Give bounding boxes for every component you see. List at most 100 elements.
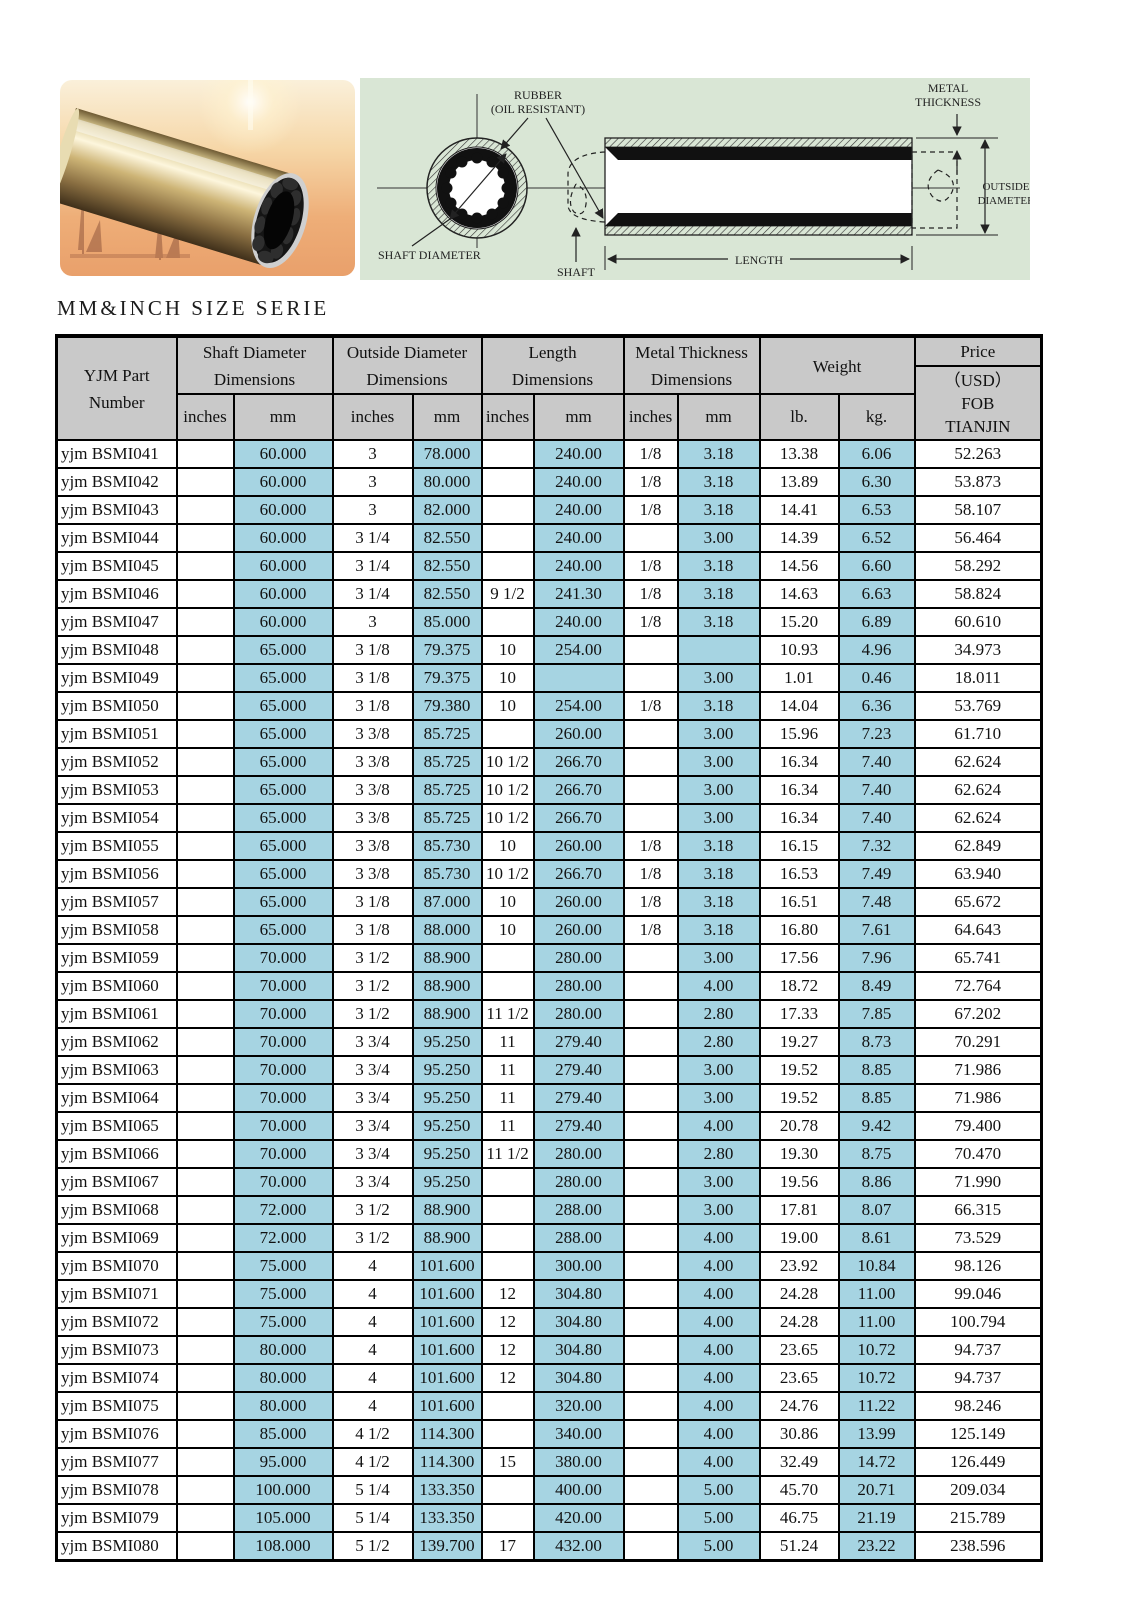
- value-cell: [175, 887, 235, 917]
- header-group-title: Length: [528, 343, 577, 362]
- value-cell: 56.464: [913, 523, 1043, 553]
- part-number-cell: yjm BSMI064: [55, 1083, 178, 1113]
- value-cell: 1/8: [622, 495, 679, 525]
- value-cell: 19.56: [758, 1167, 840, 1197]
- header-price-fob: （USD） FOB TIANJIN: [913, 365, 1043, 441]
- value-cell: [175, 1503, 235, 1533]
- part-number-cell: yjm BSMI079: [55, 1503, 178, 1533]
- end-view: [411, 137, 528, 247]
- value-cell: 101.600: [411, 1335, 483, 1365]
- value-cell: [622, 1167, 679, 1197]
- table-row: yjm BSMI052 65.000 3 3/8 85.725 10 1/2 266.70…: [55, 747, 1043, 777]
- header-shaft-diameter: Shaft Diameter Dimensions: [175, 335, 334, 395]
- value-cell: 280.00: [532, 999, 625, 1029]
- table-row: yjm BSMI048 65.000 3 1/8 79.375 10 254.00 10.9…: [55, 635, 1043, 665]
- value-cell: [175, 1223, 235, 1253]
- value-cell: [175, 1251, 235, 1281]
- value-cell: [175, 915, 235, 945]
- header-od-mm: mm: [411, 393, 483, 441]
- value-cell: 3 3/4: [331, 1083, 414, 1113]
- value-cell: 9.42: [837, 1111, 916, 1141]
- value-cell: 209.034: [913, 1475, 1043, 1505]
- value-cell: 4.00: [676, 971, 761, 1001]
- header-mt-inches: inches: [622, 393, 679, 441]
- value-cell: 23.22: [837, 1531, 916, 1561]
- value-cell: 70.000: [232, 1027, 334, 1057]
- value-cell: 70.000: [232, 999, 334, 1029]
- value-cell: 238.596: [913, 1531, 1043, 1561]
- value-cell: 3 1/8: [331, 887, 414, 917]
- table-row: yjm BSMI066 70.000 3 3/4 95.250 11 1/2 280.00…: [55, 1139, 1043, 1169]
- table-row: yjm BSMI067 70.000 3 3/4 95.250 280.00 3.00 19…: [55, 1167, 1043, 1197]
- value-cell: 10.72: [837, 1363, 916, 1393]
- value-cell: 17.81: [758, 1195, 840, 1225]
- value-cell: 34.973: [913, 635, 1043, 665]
- header-group-title: Shaft Diameter: [202, 343, 307, 362]
- value-cell: 12: [480, 1335, 535, 1365]
- value-cell: 88.000: [411, 915, 483, 945]
- value-cell: 80.000: [232, 1391, 334, 1421]
- value-cell: 1/8: [622, 439, 679, 469]
- value-cell: 3 3/4: [331, 1111, 414, 1141]
- value-cell: [622, 1391, 679, 1421]
- value-cell: 3.18: [676, 887, 761, 917]
- value-cell: 260.00: [532, 915, 625, 945]
- value-cell: 10: [480, 887, 535, 917]
- value-cell: 6.89: [837, 607, 916, 637]
- value-cell: [622, 1111, 679, 1141]
- value-cell: 65.000: [232, 775, 334, 805]
- value-cell: 1/8: [622, 915, 679, 945]
- part-number-cell: yjm BSMI055: [55, 831, 178, 861]
- header-group-subtitle: Dimensions: [650, 370, 733, 389]
- value-cell: 280.00: [532, 1139, 625, 1169]
- value-cell: 3: [331, 607, 414, 637]
- value-cell: 4.00: [676, 1419, 761, 1449]
- value-cell: 80.000: [232, 1363, 334, 1393]
- table-row: yjm BSMI064 70.000 3 3/4 95.250 11 279.40 3.00…: [55, 1083, 1043, 1113]
- value-cell: 70.000: [232, 1139, 334, 1169]
- value-cell: 19.52: [758, 1055, 840, 1085]
- value-cell: [480, 467, 535, 497]
- value-cell: 70.000: [232, 1111, 334, 1141]
- value-cell: 215.789: [913, 1503, 1043, 1533]
- value-cell: 71.986: [913, 1055, 1043, 1085]
- value-cell: 3 3/4: [331, 1167, 414, 1197]
- value-cell: 126.449: [913, 1447, 1043, 1477]
- value-cell: 16.34: [758, 803, 840, 833]
- value-cell: 88.900: [411, 943, 483, 973]
- table-row: yjm BSMI070 75.000 4 101.600 300.00 4.00 23.92…: [55, 1251, 1043, 1281]
- table-header: YJM Part Number Shaft Diameter Dimension…: [55, 335, 1043, 441]
- part-number-cell: yjm BSMI042: [55, 467, 178, 497]
- header-outside-diameter: Outside Diameter Dimensions: [331, 335, 483, 395]
- value-cell: 3.18: [676, 467, 761, 497]
- value-cell: 3.00: [676, 1055, 761, 1085]
- value-cell: 2.80: [676, 1027, 761, 1057]
- value-cell: 60.000: [232, 467, 334, 497]
- table-row: yjm BSMI063 70.000 3 3/4 95.250 11 279.40 3.00…: [55, 1055, 1043, 1085]
- value-cell: 3 1/2: [331, 1223, 414, 1253]
- page-title: MM&INCH SIZE SERIE: [57, 296, 330, 320]
- header-group-subtitle: Dimensions: [511, 370, 594, 389]
- table-row: yjm BSMI049 65.000 3 1/8 79.375 10 3.00 1.01 0.…: [55, 663, 1043, 693]
- value-cell: 1/8: [622, 831, 679, 861]
- value-cell: 14.41: [758, 495, 840, 525]
- value-cell: 5 1/2: [331, 1531, 414, 1561]
- table-row: yjm BSMI080 108.000 5 1/2 139.700 17 432.00 5.…: [55, 1531, 1043, 1561]
- table-row: yjm BSMI068 72.000 3 1/2 88.900 288.00 3.00 17…: [55, 1195, 1043, 1225]
- product-photo-graphic: [60, 80, 355, 276]
- table-row: yjm BSMI050 65.000 3 1/8 79.380 10 254.00 1/8 3…: [55, 691, 1043, 721]
- value-cell: 11.22: [837, 1391, 916, 1421]
- value-cell: 4: [331, 1307, 414, 1337]
- value-cell: [175, 803, 235, 833]
- product-photo: [60, 80, 355, 276]
- value-cell: 11: [480, 1083, 535, 1113]
- value-cell: 7.85: [837, 999, 916, 1029]
- value-cell: [622, 1419, 679, 1449]
- value-cell: 75.000: [232, 1279, 334, 1309]
- value-cell: 240.00: [532, 551, 625, 581]
- value-cell: 2.80: [676, 1139, 761, 1169]
- value-cell: 98.126: [913, 1251, 1043, 1281]
- value-cell: 3 1/8: [331, 663, 414, 693]
- value-cell: 17.56: [758, 943, 840, 973]
- value-cell: 99.046: [913, 1279, 1043, 1309]
